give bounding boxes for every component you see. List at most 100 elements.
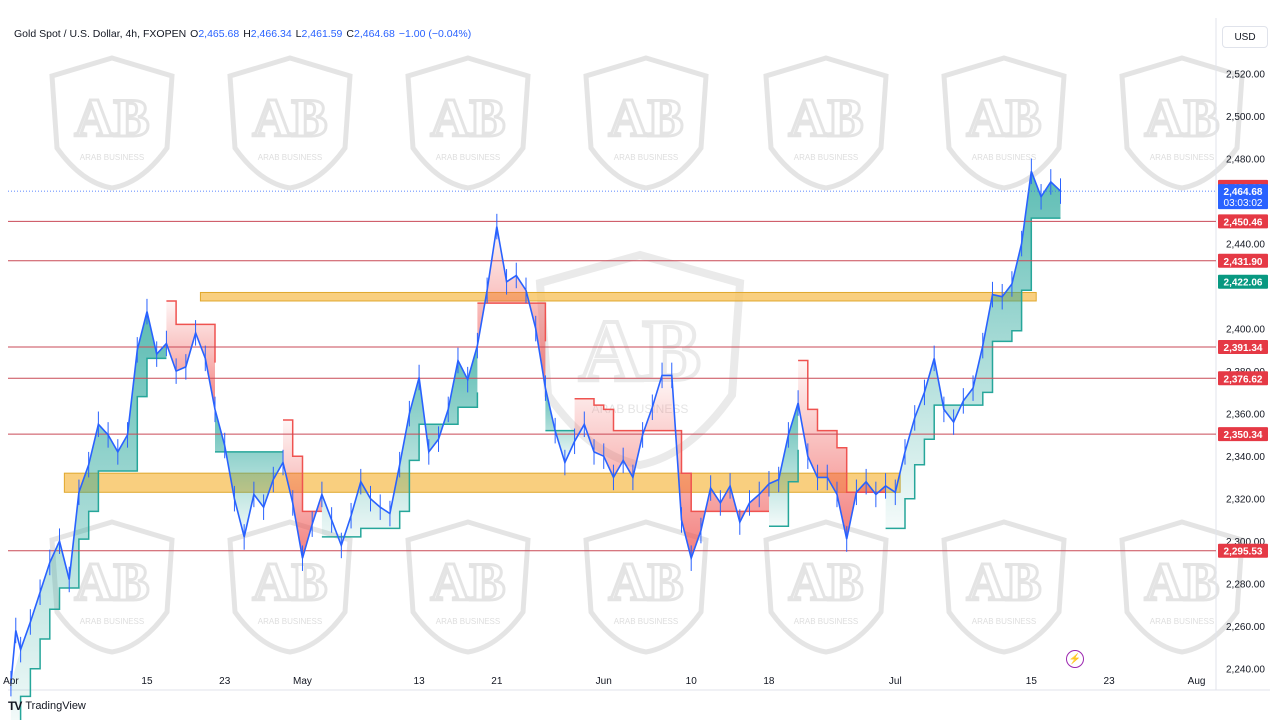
trail-stop-line xyxy=(321,392,479,538)
watermark-monogram: AB xyxy=(788,88,863,148)
support-badge: 2,422.06 xyxy=(1224,278,1263,289)
trail-stop-line xyxy=(283,419,322,513)
level-badge: 2,391.34 xyxy=(1224,343,1263,354)
close-label: C xyxy=(346,28,354,40)
watermark-shield-shape xyxy=(1119,55,1245,191)
level-badge: 2,450.46 xyxy=(1224,217,1263,228)
last-price-badge: 2,464.68 xyxy=(1224,187,1263,198)
watermark-shield-shape xyxy=(535,250,745,470)
price-zone xyxy=(199,291,1037,302)
watermark-shield-shape xyxy=(49,519,175,655)
y-tick-label: 2,300.00 xyxy=(1226,537,1265,548)
price-line xyxy=(10,171,1062,684)
x-tick-label: 23 xyxy=(1104,676,1116,687)
watermark-monogram: AB xyxy=(74,88,149,148)
tradingview-logo[interactable]: TV TradingView xyxy=(8,699,86,713)
trail-band-fill xyxy=(166,301,215,410)
x-tick-label: Jul xyxy=(889,676,902,687)
level-badge: 2,431.90 xyxy=(1224,257,1263,268)
watermark-label: ARAB BUSINESS xyxy=(80,153,144,162)
watermark-label: ARAB BUSINESS xyxy=(436,153,500,162)
y-tick-label: 2,480.00 xyxy=(1226,155,1265,166)
watermark-logo: AB ARAB BUSINESS xyxy=(1119,519,1245,655)
watermark-label: ARAB BUSINESS xyxy=(972,617,1036,626)
x-tick-label: 21 xyxy=(491,676,503,687)
watermark-shield-shape xyxy=(405,55,531,191)
change-value: −1.00 (−0.04%) xyxy=(398,28,472,40)
trail-stop-line xyxy=(769,449,799,528)
low-value: 2,461.59 xyxy=(301,28,343,40)
trail-stop-line xyxy=(19,357,167,720)
level-badge-bg xyxy=(1218,427,1268,442)
trail-stop-line xyxy=(166,300,216,363)
y-tick-label: 2,400.00 xyxy=(1226,325,1265,336)
watermark-monogram: AB xyxy=(788,552,863,612)
watermark-logo: AB ARAB BUSINESS xyxy=(405,55,531,191)
trail-band-fill xyxy=(215,409,283,537)
watermark-logo: AB ARAB BUSINESS xyxy=(583,519,709,655)
trail-stop-line xyxy=(574,398,769,513)
lightning-icon[interactable]: ⚡ xyxy=(1066,650,1084,668)
watermark-label: ARAB BUSINESS xyxy=(972,153,1036,162)
level-badge-bg xyxy=(1218,543,1268,558)
level-badge: 2,295.53 xyxy=(1224,547,1263,558)
trail-stop-line xyxy=(885,217,1061,530)
trail-band-fill xyxy=(885,171,1061,529)
watermark-shield-shape xyxy=(583,55,709,191)
watermark-monogram: AB xyxy=(430,88,505,148)
watermark-label: ARAB BUSINESS xyxy=(80,617,144,626)
low-label: L xyxy=(295,28,302,40)
watermark-logo: AB ARAB BUSINESS xyxy=(227,519,353,655)
watermark-label: ARAB BUSINESS xyxy=(1150,153,1214,162)
watermark-monogram: AB xyxy=(966,88,1041,148)
trail-band-fill xyxy=(321,345,478,546)
watermark-shield-shape xyxy=(763,55,889,191)
watermark-layer: AB ARAB BUSINESS AB ARAB BUSINESS AB ARAB BUS… xyxy=(49,55,1245,655)
last-price-badge-countdown: 03:03:02 xyxy=(1224,198,1263,209)
x-tick-label: 15 xyxy=(1026,676,1038,687)
watermark-monogram: AB xyxy=(430,552,505,612)
x-tick-label: 18 xyxy=(763,676,775,687)
watermark-logo: AB ARAB BUSINESS xyxy=(49,519,175,655)
x-tick-label: 13 xyxy=(414,676,426,687)
watermark-label: ARAB BUSINESS xyxy=(258,617,322,626)
watermark-shield-shape xyxy=(405,519,531,655)
x-tick-label: 10 xyxy=(686,676,698,687)
watermark-logo: AB ARAB BUSINESS xyxy=(583,55,709,191)
watermark-logo: AB ARAB BUSINESS xyxy=(1119,55,1245,191)
y-axis: 2,520.00 2,500.00 2,480.00 2,440.00 2,400.00… xyxy=(1218,70,1268,676)
x-tick-label: Aug xyxy=(1188,676,1206,687)
watermark-monogram: AB xyxy=(1144,88,1219,148)
watermark-monogram: AB xyxy=(579,303,701,400)
y-tick-label: 2,440.00 xyxy=(1226,240,1265,251)
level-badge-bg xyxy=(1218,214,1268,229)
watermark-label: ARAB BUSINESS xyxy=(1150,617,1214,626)
watermark-label: ARAB BUSINESS xyxy=(794,153,858,162)
currency-button[interactable]: USD xyxy=(1222,26,1268,48)
level-badge-bg xyxy=(1218,371,1268,386)
trail-band-fill xyxy=(477,226,546,389)
open-value: 2,465.68 xyxy=(198,28,240,40)
watermark-label: ARAB BUSINESS xyxy=(794,617,858,626)
symbol-title: Gold Spot / U.S. Dollar, 4h, FXOPEN xyxy=(14,28,187,40)
y-tick-label: 2,320.00 xyxy=(1226,495,1265,506)
watermark-shield-shape xyxy=(941,55,1067,191)
watermark-logo: AB ARAB BUSINESS xyxy=(763,519,889,655)
close-value: 2,464.68 xyxy=(353,28,395,40)
watermark-shield-shape xyxy=(763,519,889,655)
y-tick-label: 2,340.00 xyxy=(1226,452,1265,463)
watermark-logo: AB ARAB BUSINESS xyxy=(227,55,353,191)
last-price-badge-bg xyxy=(1218,184,1268,210)
x-tick-label: May xyxy=(293,676,312,687)
watermark-label: ARAB BUSINESS xyxy=(436,617,500,626)
high-label: H xyxy=(243,28,251,40)
trail-stop-line xyxy=(798,359,886,494)
level-badge-bg xyxy=(1218,340,1268,355)
watermark-shield-shape xyxy=(227,519,353,655)
watermark-shield-shape xyxy=(1119,519,1245,655)
x-tick-label: Apr xyxy=(3,676,19,687)
watermark-shield-shape xyxy=(227,55,353,191)
watermark-shield-shape xyxy=(941,519,1067,655)
watermark-label: ARAB BUSINESS xyxy=(258,153,322,162)
